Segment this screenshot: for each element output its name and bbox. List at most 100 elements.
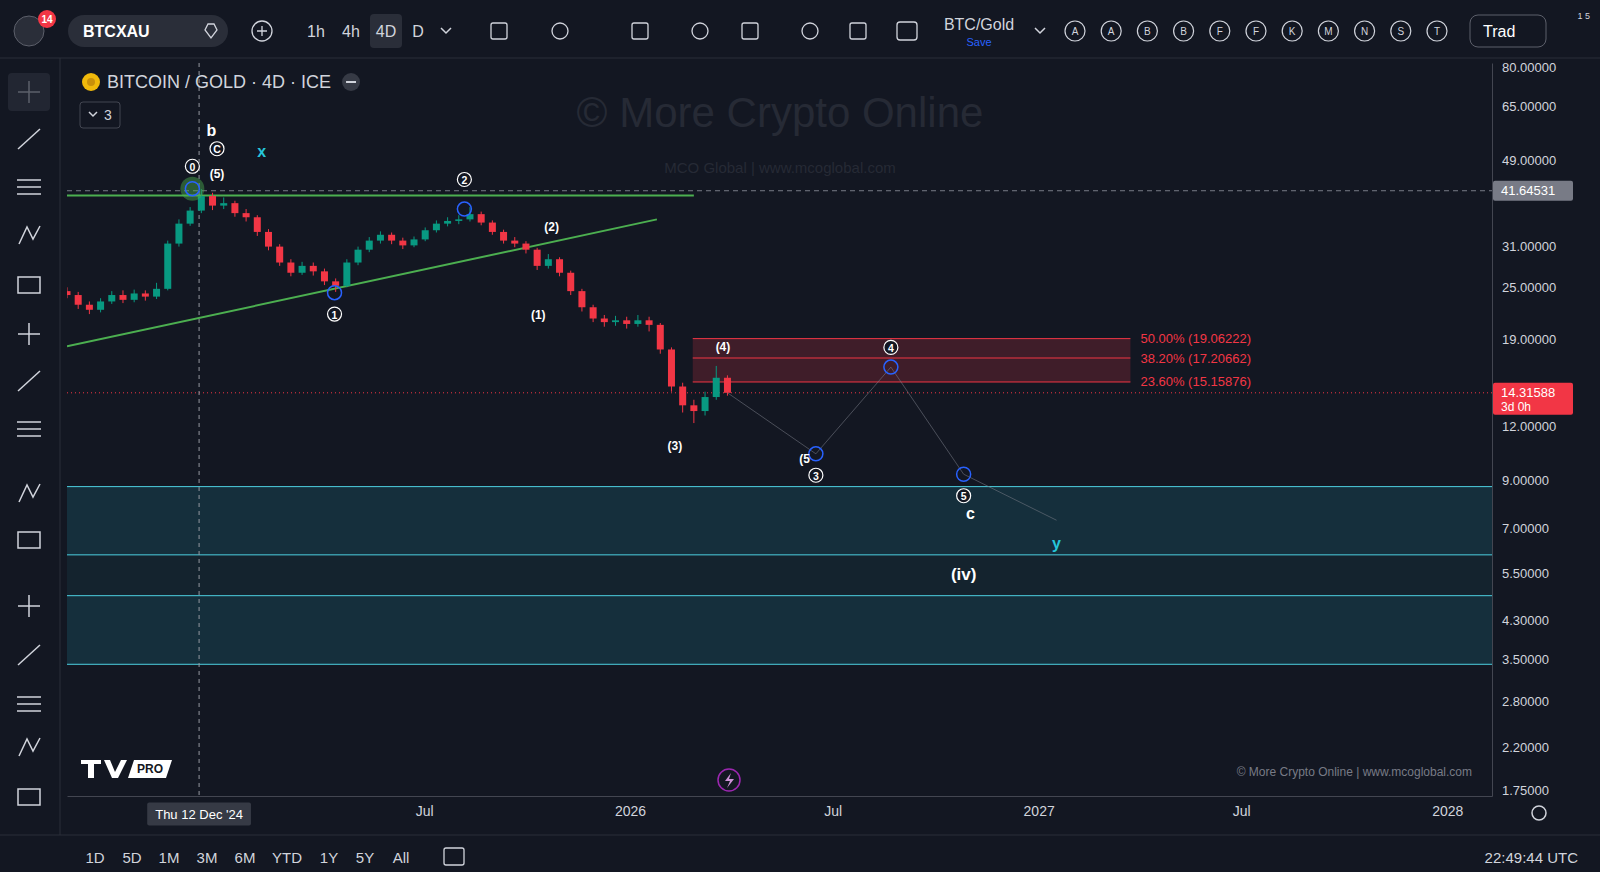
watchlist-letter[interactable]: S <box>1397 26 1404 37</box>
toolbar-icon[interactable] <box>552 23 568 39</box>
wave-circle <box>185 159 199 173</box>
candle-body <box>713 378 720 397</box>
watchlist-letter[interactable]: F <box>1217 26 1223 37</box>
watchlist-button[interactable] <box>1101 21 1121 41</box>
marker <box>809 447 823 461</box>
range-button[interactable]: All <box>393 849 410 866</box>
crosshair-label-bg <box>147 803 251 826</box>
tool-icon[interactable] <box>18 129 40 149</box>
range-button[interactable]: YTD <box>272 849 302 866</box>
candle-body <box>119 295 126 300</box>
tool-icon[interactable] <box>17 697 41 711</box>
chart-title: BITCOIN / GOLD · 4D · ICE <box>107 72 331 92</box>
watchlist-letter[interactable]: A <box>1072 26 1079 37</box>
watchlist-letter[interactable]: B <box>1180 26 1187 37</box>
range-button[interactable]: 1Y <box>320 849 338 866</box>
compare-icon <box>205 24 217 38</box>
watchlist-letter[interactable]: B <box>1144 26 1151 37</box>
price-label-bg <box>1493 383 1573 415</box>
timeframe[interactable]: 1h <box>307 23 325 40</box>
tool-icon[interactable] <box>18 645 40 665</box>
tool-icon[interactable] <box>19 484 40 502</box>
toolbar-icon[interactable] <box>491 23 507 39</box>
fib-box <box>693 339 1131 382</box>
replay-icon[interactable] <box>718 769 740 791</box>
watchlist-letter[interactable]: K <box>1289 26 1296 37</box>
x-axis: Jul2026Jul2027Jul2028 <box>68 796 1493 819</box>
zone-line <box>67 554 1492 555</box>
trade-label[interactable]: Trad <box>1483 23 1515 40</box>
timeframe[interactable]: 4h <box>342 23 360 40</box>
range-button[interactable]: 3M <box>197 849 218 866</box>
range-button[interactable]: 5D <box>122 849 141 866</box>
toolbar-icon[interactable] <box>802 23 818 39</box>
watchlist-letter[interactable]: A <box>1108 26 1115 37</box>
watchlist-button[interactable] <box>1318 21 1338 41</box>
add-icon[interactable] <box>252 21 272 41</box>
tool-icon[interactable] <box>18 323 40 345</box>
tool-icon[interactable] <box>17 422 41 436</box>
tool-icon[interactable] <box>18 532 40 548</box>
zone-line <box>67 664 1492 665</box>
candle-body <box>67 291 71 295</box>
wave-label: 4 <box>888 342 894 354</box>
x-tick-label: Jul <box>416 803 434 819</box>
wave-label: x <box>257 143 266 160</box>
y-tick: 4.30000 <box>1492 613 1549 628</box>
watchlist-button[interactable] <box>1065 21 1085 41</box>
watchlist-letter[interactable]: M <box>1324 26 1332 37</box>
tool-icon[interactable] <box>18 371 40 391</box>
candle-body <box>321 271 328 281</box>
tool-icon[interactable] <box>18 277 40 293</box>
tool-icon[interactable] <box>18 595 40 617</box>
watchlist-letter[interactable]: N <box>1361 26 1368 37</box>
x-tick: 2028 <box>1432 796 1463 819</box>
projection <box>727 367 1056 520</box>
tool-icon[interactable] <box>18 789 40 805</box>
calendar-icon[interactable] <box>444 848 464 865</box>
range-button[interactable]: 6M <box>235 849 256 866</box>
toolbar-icon[interactable] <box>850 23 866 39</box>
timeframe[interactable]: D <box>412 23 424 40</box>
legend-count: 3 <box>104 107 112 123</box>
y-axis: 1.750002.200002.800003.500004.300005.500… <box>1492 60 1556 798</box>
collapse-button[interactable] <box>342 73 360 91</box>
range-button[interactable]: 5Y <box>356 849 374 866</box>
symbol-search[interactable] <box>68 15 228 47</box>
y-tick-label: 2.20000 <box>1502 740 1549 755</box>
candle-body <box>131 293 138 299</box>
watchlist-button[interactable] <box>1210 21 1230 41</box>
candle-body <box>489 223 496 232</box>
watchlist-button[interactable] <box>1355 21 1375 41</box>
legend-toggle[interactable] <box>80 102 120 128</box>
toolbar-icon[interactable] <box>742 23 758 39</box>
y-tick-label: 25.00000 <box>1502 280 1556 295</box>
watchlist-button[interactable] <box>1391 21 1411 41</box>
layout-name[interactable]: BTC/Gold <box>944 16 1014 33</box>
watchlist-button[interactable] <box>1246 21 1266 41</box>
x-tick-label: 2027 <box>1024 803 1055 819</box>
layout-icon[interactable] <box>897 22 917 40</box>
tool-icon[interactable] <box>17 180 41 194</box>
watchlist-button[interactable] <box>1174 21 1194 41</box>
watchlist-letter[interactable]: T <box>1434 26 1440 37</box>
layout-save[interactable]: Save <box>966 36 991 48</box>
symbol-icon <box>87 78 95 86</box>
watchlist-letter[interactable]: F <box>1253 26 1259 37</box>
price-label: 41.64531 <box>1493 181 1573 201</box>
watchlist-button[interactable] <box>1137 21 1157 41</box>
settings-icon[interactable] <box>1532 806 1546 820</box>
range-button[interactable]: 1D <box>85 849 104 866</box>
tool-icon[interactable] <box>19 738 40 756</box>
watchlist-button[interactable] <box>1282 21 1302 41</box>
range-button[interactable]: 1M <box>159 849 180 866</box>
toolbar-icon[interactable] <box>632 23 648 39</box>
trade-button[interactable] <box>1470 15 1546 47</box>
watchlist-button[interactable] <box>1427 21 1447 41</box>
y-tick: 2.80000 <box>1492 694 1549 709</box>
timeframe[interactable]: 4D <box>376 23 396 40</box>
tool-icon[interactable] <box>19 226 40 244</box>
wave-label: (2) <box>544 220 559 234</box>
symbol[interactable]: BTCXAU <box>83 23 150 40</box>
toolbar-icon[interactable] <box>692 23 708 39</box>
